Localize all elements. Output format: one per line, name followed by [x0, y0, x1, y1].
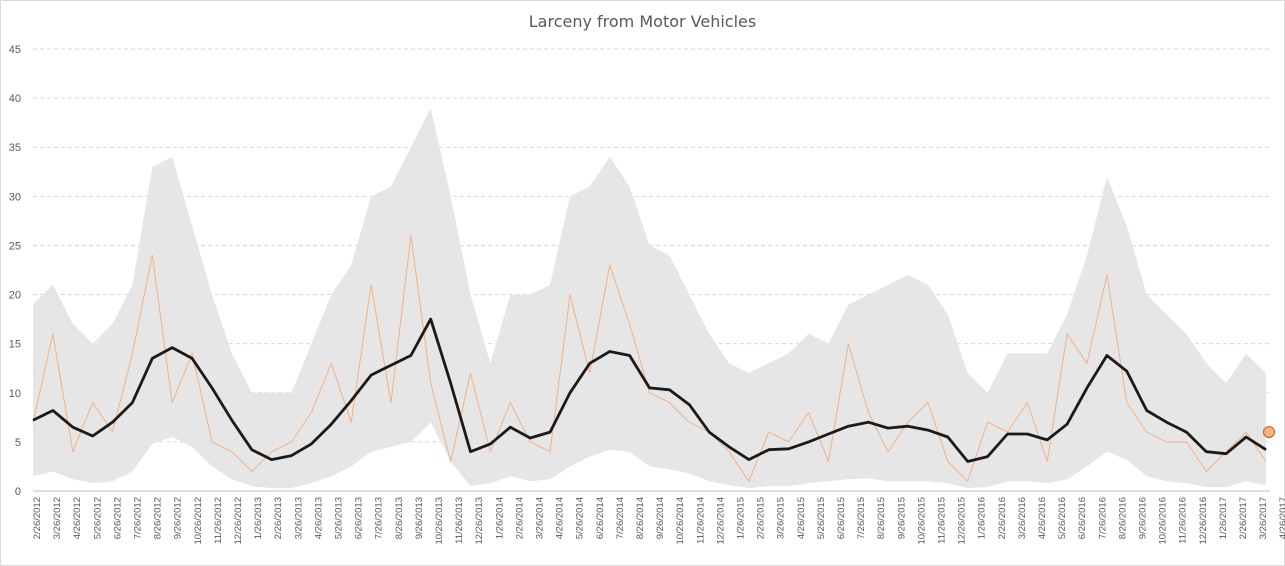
x-tick-label: 2/26/2012 [32, 497, 43, 539]
range-band-area [33, 107, 1266, 489]
x-axis: 2/26/2012 3/26/2012 4/26/2012 5/26/2012 6/26… [32, 497, 1285, 545]
x-tick-label: 5/26/2016 [1057, 497, 1068, 539]
x-tick-label: 11/26/2013 [454, 497, 465, 544]
x-tick-label: 7/26/2015 [856, 497, 867, 539]
x-tick-label: 9/26/2012 [173, 497, 184, 539]
x-tick-label: 11/26/2014 [695, 497, 706, 544]
y-axis: 0 5 10 15 20 25 30 35 40 45 [9, 44, 21, 498]
x-tick-label: 6/26/2014 [595, 497, 606, 539]
x-tick-label: 4/26/2015 [796, 497, 807, 539]
x-tick-label: 3/26/2017 [1258, 497, 1269, 539]
x-tick-label: 3/26/2016 [1017, 497, 1028, 539]
y-tick-label: 15 [9, 339, 21, 351]
x-tick-label: 7/26/2013 [374, 497, 385, 539]
x-tick-label: 9/26/2015 [896, 497, 907, 539]
y-tick-label: 20 [9, 290, 21, 302]
x-tick-label: 9/26/2014 [655, 497, 666, 539]
y-tick-label: 35 [9, 142, 21, 154]
y-tick-label: 25 [9, 240, 21, 252]
x-tick-label: 5/26/2015 [816, 497, 827, 539]
x-tick-label: 12/26/2013 [474, 497, 485, 545]
x-tick-label: 8/26/2013 [394, 497, 405, 539]
x-tick-label: 12/26/2014 [715, 497, 726, 545]
x-tick-label: 5/26/2013 [334, 497, 345, 539]
x-tick-label: 8/26/2012 [153, 497, 164, 539]
x-tick-label: 7/26/2014 [615, 497, 626, 539]
x-tick-label: 2/26/2014 [514, 497, 525, 539]
x-tick-label: 10/26/2015 [916, 497, 927, 545]
x-tick-label: 10/26/2012 [193, 497, 204, 545]
chart-title: Larceny from Motor Vehicles [528, 12, 757, 31]
x-tick-label: 7/26/2016 [1097, 497, 1108, 539]
x-tick-label: 11/26/2016 [1178, 497, 1189, 544]
x-tick-label: 12/26/2016 [1198, 497, 1209, 545]
x-tick-label: 2/26/2015 [756, 497, 767, 539]
x-tick-label: 4/26/2014 [555, 497, 566, 539]
y-tick-label: 10 [9, 388, 21, 400]
x-tick-label: 4/26/2017 [1278, 497, 1285, 539]
x-tick-label: 8/26/2015 [876, 497, 887, 539]
y-tick-label: 5 [15, 437, 21, 449]
y-tick-label: 45 [9, 44, 21, 56]
x-tick-label: 12/26/2015 [957, 497, 968, 545]
x-tick-label: 2/26/2017 [1238, 497, 1249, 539]
x-tick-label: 9/26/2013 [414, 497, 425, 539]
x-tick-label: 2/26/2013 [273, 497, 284, 539]
x-tick-label: 1/26/2013 [253, 497, 264, 539]
x-tick-label: 10/26/2016 [1158, 497, 1169, 545]
series-lines [32, 235, 1275, 482]
y-tick-label: 30 [9, 191, 21, 203]
x-tick-label: 10/26/2014 [675, 497, 686, 545]
x-tick-label: 2/26/2016 [997, 497, 1008, 539]
x-tick-label: 3/26/2014 [535, 497, 546, 539]
x-tick-label: 11/26/2012 [213, 497, 224, 544]
x-tick-label: 6/26/2013 [354, 497, 365, 539]
x-tick-label: 1/26/2014 [494, 497, 505, 539]
moving-average-line [32, 317, 1267, 463]
x-tick-label: 12/26/2012 [233, 497, 244, 545]
x-tick-label: 6/26/2012 [112, 497, 123, 539]
x-tick-label: 7/26/2012 [133, 497, 144, 539]
x-tick-label: 5/26/2012 [92, 497, 103, 539]
x-tick-label: 1/26/2017 [1218, 497, 1229, 539]
x-tick-label: 9/26/2016 [1138, 497, 1149, 539]
range-band [33, 107, 1266, 489]
x-tick-label: 1/26/2015 [736, 497, 747, 539]
x-tick-label: 6/26/2015 [836, 497, 847, 539]
actual-values-line [32, 235, 1267, 482]
x-tick-label: 10/26/2013 [434, 497, 445, 545]
x-tick-label: 3/26/2015 [776, 497, 787, 539]
x-tick-label: 1/26/2016 [977, 497, 988, 539]
x-tick-label: 4/26/2013 [313, 497, 324, 539]
x-tick-label: 4/26/2016 [1037, 497, 1048, 539]
x-tick-label: 8/26/2014 [635, 497, 646, 539]
x-tick-label: 3/26/2012 [52, 497, 63, 539]
x-tick-label: 11/26/2015 [937, 497, 948, 544]
x-tick-label: 5/26/2014 [575, 497, 586, 539]
y-tick-label: 0 [15, 486, 21, 498]
x-tick-label: 4/26/2012 [72, 497, 83, 539]
x-tick-label: 6/26/2016 [1077, 497, 1088, 539]
x-tick-label: 3/26/2013 [293, 497, 304, 539]
last-value-marker [1263, 426, 1275, 439]
y-tick-label: 40 [9, 93, 21, 105]
x-tick-label: 8/26/2016 [1117, 497, 1128, 539]
